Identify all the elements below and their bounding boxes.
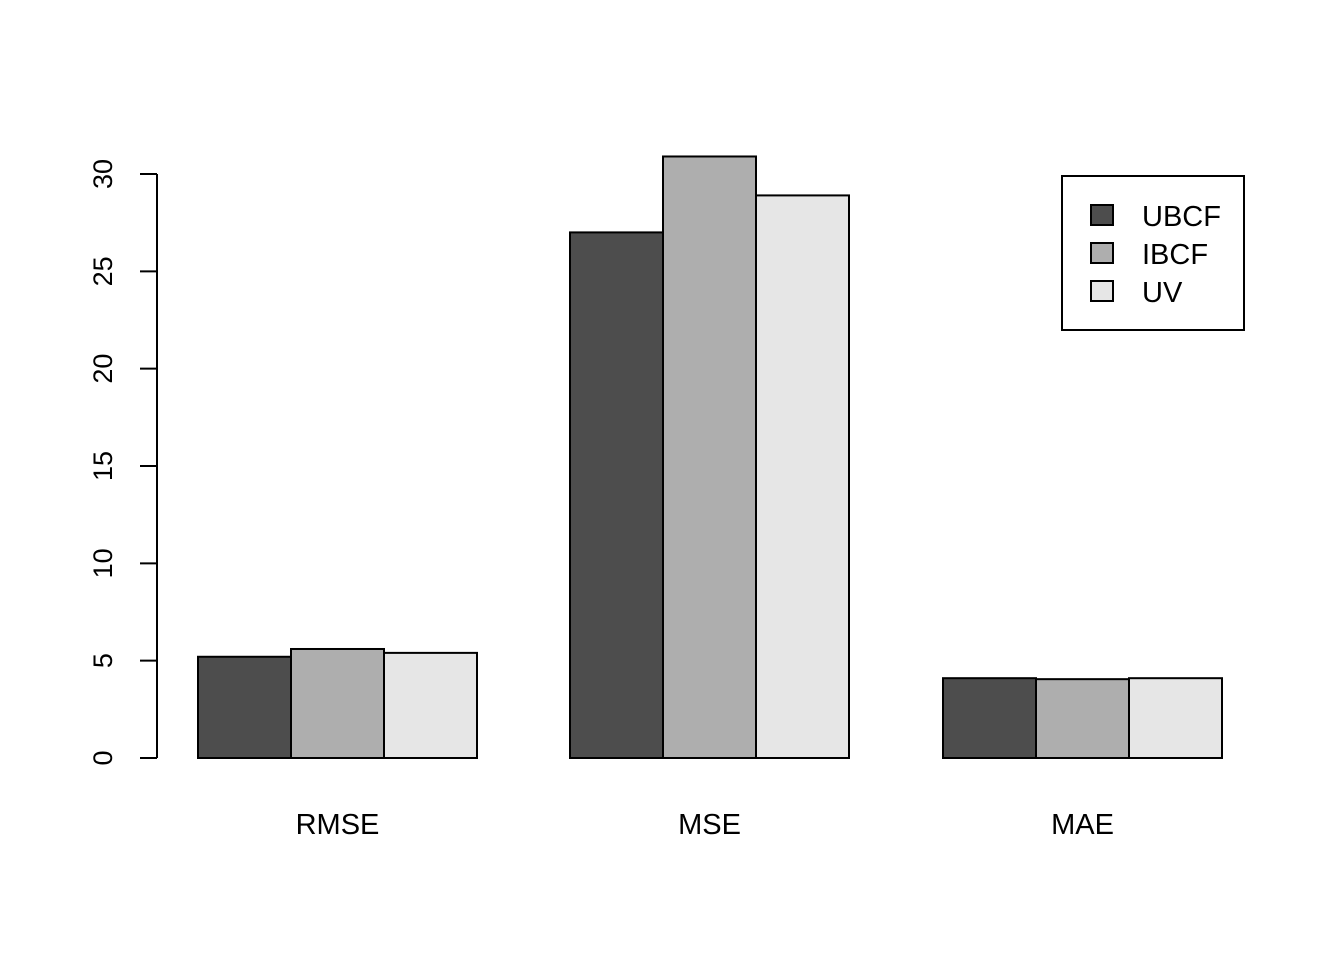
bar-uv-rmse <box>383 651 478 760</box>
bar-uv-mse <box>755 194 850 759</box>
y-axis: 0 5 10 15 20 25 30 <box>88 159 158 766</box>
bar-ibcf-mse <box>662 155 757 760</box>
legend-swatch-uv <box>1090 280 1114 302</box>
y-tick-label: 0 <box>88 750 118 765</box>
category-label: RMSE <box>296 809 380 841</box>
bars-group <box>197 155 1223 760</box>
legend-label: IBCF <box>1142 239 1208 271</box>
legend-swatch-ubcf <box>1090 204 1114 226</box>
legend-label: UV <box>1142 277 1183 309</box>
category-label: MAE <box>1051 809 1114 841</box>
legend-label: UBCF <box>1142 201 1221 233</box>
bar-ibcf-rmse <box>290 647 385 760</box>
y-tick-label: 20 <box>88 354 118 384</box>
y-tick-label: 5 <box>88 653 118 668</box>
bar-ibcf-mae <box>1035 678 1130 759</box>
y-tick-label: 25 <box>88 256 118 286</box>
legend-swatch-ibcf <box>1090 242 1114 264</box>
y-tick-label: 30 <box>88 159 118 189</box>
bar-uv-mae <box>1128 677 1223 759</box>
bar-ubcf-mse <box>569 231 664 759</box>
category-labels: RMSE MSE MAE <box>296 809 1114 841</box>
y-tick-label: 10 <box>88 548 118 578</box>
y-tick-label: 15 <box>88 451 118 481</box>
category-label: MSE <box>678 809 741 841</box>
bar-ubcf-mae <box>942 677 1037 759</box>
bar-ubcf-rmse <box>197 655 292 759</box>
legend: UBCF IBCF UV <box>1061 175 1245 331</box>
